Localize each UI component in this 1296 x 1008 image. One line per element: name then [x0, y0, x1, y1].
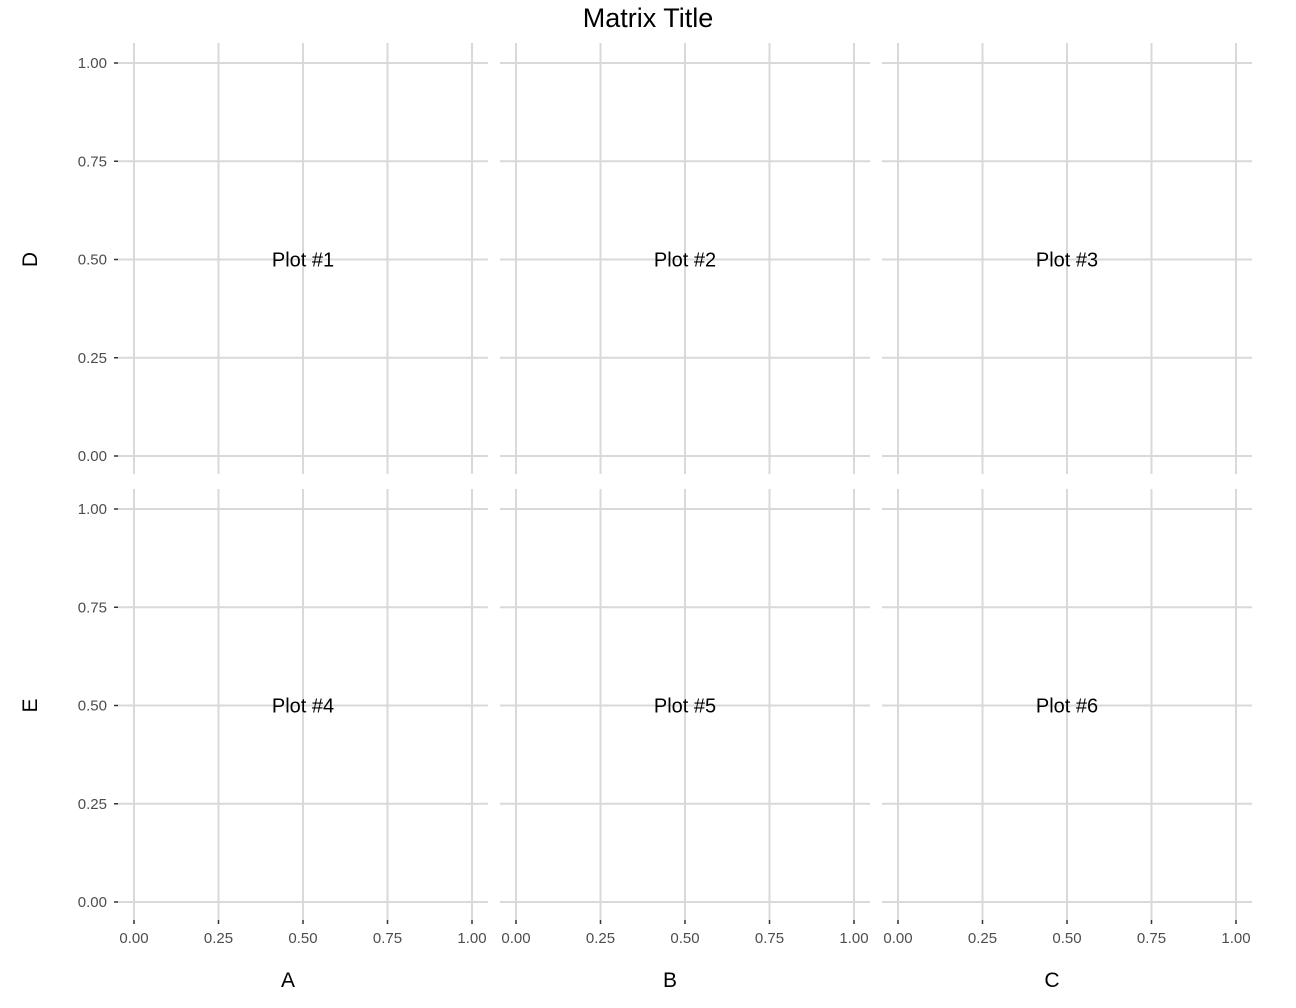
panel: Plot #6 0.00 0.25 0.50 0.75 1.00: [882, 489, 1252, 947]
x-tick-label: 0.00: [119, 930, 148, 947]
x-tick-label: 0.00: [883, 930, 912, 947]
panel: Plot #3: [882, 43, 1252, 474]
x-tick-label: 0.75: [755, 930, 784, 947]
panel-label: Plot #6: [1036, 696, 1098, 718]
x-tick-label: 0.50: [288, 930, 317, 947]
y-tick-label: 0.00: [78, 894, 107, 911]
x-tick-label: 0.25: [204, 930, 233, 947]
x-tick-label: 0.50: [1052, 930, 1081, 947]
row-label: E: [19, 698, 42, 712]
x-tick-label: 0.25: [586, 930, 615, 947]
x-tick-label: 0.25: [968, 930, 997, 947]
x-tick-label: 1.00: [839, 930, 868, 947]
panel-label: Plot #1: [272, 250, 334, 272]
y-tick-label: 0.75: [78, 599, 107, 616]
y-tick-label: 0.50: [78, 698, 107, 715]
y-tick-label: 0.25: [78, 350, 107, 367]
y-tick-label: 1.00: [78, 55, 107, 72]
column-label: B: [663, 969, 677, 992]
panel: Plot #1 0.00 0.25 0.50 0.75 1.00: [78, 43, 488, 474]
x-tick-label: 0.75: [1137, 930, 1166, 947]
y-tick-label: 1.00: [78, 501, 107, 518]
y-tick-label: 0.75: [78, 153, 107, 170]
x-tick-label: 0.00: [501, 930, 530, 947]
panel-label: Plot #2: [654, 250, 716, 272]
x-tick-label: 1.00: [457, 930, 486, 947]
y-tick-label: 0.50: [78, 252, 107, 269]
panel: Plot #5 0.00 0.25 0.50 0.75 1.00: [500, 489, 870, 947]
column-label: C: [1044, 969, 1059, 992]
panel-grid: Plot #1 0.00 0.25 0.50 0.75 1.00 Plot #2 Plot #…: [19, 43, 1252, 992]
x-tick-label: 1.00: [1221, 930, 1250, 947]
x-tick-label: 0.75: [373, 930, 402, 947]
panel: Plot #4 0.00 0.25 0.50 0.75 1.00 0.00 0.25 0.50 0…: [78, 489, 488, 947]
panel-label: Plot #3: [1036, 250, 1098, 272]
panel-label: Plot #5: [654, 696, 716, 718]
column-label: A: [281, 969, 295, 992]
x-tick-label: 0.50: [670, 930, 699, 947]
panel: Plot #2: [500, 43, 870, 474]
y-tick-label: 0.00: [78, 448, 107, 465]
row-label: D: [19, 252, 42, 267]
panel-label: Plot #4: [272, 696, 334, 718]
chart-title: Matrix Title: [583, 3, 714, 33]
y-tick-label: 0.25: [78, 796, 107, 813]
